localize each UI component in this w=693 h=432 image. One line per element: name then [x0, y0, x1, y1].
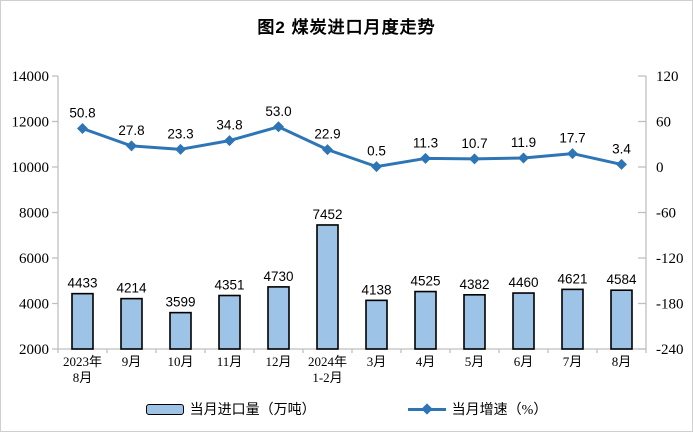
- left-axis-tick-label: 8000: [19, 206, 49, 222]
- line-value-label: 10.7: [461, 136, 487, 151]
- line-marker-diamond-icon: [371, 161, 382, 173]
- left-axis-tick-label: 2000: [19, 342, 49, 358]
- line-value-label: 27.8: [118, 123, 144, 138]
- bar: [169, 311, 192, 350]
- bar-value-label: 4730: [263, 269, 293, 284]
- legend: 当月进口量（万吨） 当月增速（%）: [1, 399, 692, 419]
- legend-item-imports: 当月进口量（万吨）: [145, 399, 316, 419]
- left-axis-tick-label: 6000: [19, 251, 49, 267]
- left-axis-tick-label: 12000: [12, 115, 50, 131]
- line-marker-diamond-icon: [175, 143, 186, 155]
- bar: [561, 288, 584, 350]
- bar-value-label: 4525: [410, 274, 440, 289]
- x-axis-label: 7月: [563, 354, 583, 369]
- bar: [610, 289, 633, 350]
- right-axis-tick-label: 60: [656, 115, 671, 131]
- bar: [71, 292, 94, 350]
- bar-value-label: 7452: [312, 207, 342, 222]
- x-axis-label: 9月: [122, 354, 142, 369]
- x-axis-label: 1-2月: [312, 370, 342, 385]
- bar-value-label: 4460: [508, 275, 538, 290]
- line-marker-diamond-icon: [567, 148, 578, 160]
- line-value-label: 11.3: [413, 135, 438, 150]
- left-axis-tick-label: 10000: [12, 160, 50, 176]
- right-axis-tick-label: -180: [656, 297, 684, 313]
- x-axis-label: 2023年: [63, 354, 102, 369]
- bar-value-label: 4214: [116, 281, 147, 296]
- line-value-label: 34.8: [216, 118, 242, 133]
- line-value-label: 50.8: [69, 105, 95, 120]
- right-axis-tick-label: -60: [656, 206, 676, 222]
- right-axis-tick-label: -120: [656, 251, 684, 267]
- line-value-label: 23.3: [167, 126, 193, 141]
- bar: [463, 294, 486, 350]
- legend-line-swatch-icon: [407, 402, 446, 415]
- line-marker-diamond-icon: [469, 153, 480, 165]
- x-axis-label: 11月: [217, 354, 243, 369]
- line-marker-diamond-icon: [322, 144, 333, 156]
- left-axis-tick-label: 14000: [12, 69, 50, 85]
- x-axis-label: 8月: [612, 354, 632, 369]
- line-value-label: 17.7: [559, 131, 585, 146]
- x-axis-label: 3月: [367, 354, 387, 369]
- bar-value-label: 4351: [214, 278, 244, 293]
- x-axis-label: 4月: [416, 354, 436, 369]
- line-marker-diamond-icon: [616, 158, 627, 170]
- right-axis-tick-label: 120: [656, 69, 679, 85]
- line-value-label: 22.9: [314, 127, 340, 142]
- bar: [120, 297, 143, 350]
- growth-line: [81, 125, 623, 169]
- bar-value-label: 4138: [361, 282, 391, 297]
- legend-diamond-marker-icon: [420, 402, 433, 415]
- legend-item-growth: 当月增速（%）: [407, 399, 548, 419]
- x-axis-label: 5月: [465, 354, 485, 369]
- legend-bar-swatch-icon: [145, 403, 184, 415]
- bar-value-label: 4382: [459, 277, 489, 292]
- chart-svg: 14000 12000 10000 8000 6000 4000 2000 120 60 0 -60…: [12, 69, 684, 385]
- right-axis-tick-label: -240: [656, 342, 684, 358]
- x-axis-label: 2024年: [308, 354, 347, 369]
- bar-value-label: 4433: [67, 276, 97, 291]
- line-value-label: 11.9: [511, 135, 536, 150]
- bar: [414, 290, 437, 350]
- line-value-label: 3.4: [612, 141, 631, 156]
- line-value-label: 53.0: [265, 104, 291, 119]
- line-marker-diamond-icon: [224, 135, 235, 147]
- bar-value-label: 4621: [557, 271, 587, 286]
- bar-value-label: 3599: [165, 295, 195, 310]
- legend-growth-label: 当月增速（%）: [451, 403, 548, 418]
- line-marker-diamond-icon: [77, 122, 88, 134]
- bar: [365, 299, 388, 350]
- line-marker-diamond-icon: [273, 121, 284, 133]
- legend-imports-label: 当月进口量（万吨）: [189, 403, 316, 418]
- bar-value-label: 4584: [606, 272, 637, 287]
- line-marker-diamond-icon: [518, 152, 529, 164]
- x-axis-label: 10月: [167, 354, 193, 369]
- chart-title: 图2 煤炭进口月度走势: [257, 18, 436, 37]
- bar: [316, 224, 339, 350]
- left-axis-tick-label: 4000: [19, 297, 49, 313]
- line-marker-diamond-icon: [126, 140, 137, 152]
- bar: [267, 286, 290, 350]
- x-axis-label: 6月: [514, 354, 534, 369]
- right-axis-tick-label: 0: [656, 160, 664, 176]
- bar: [512, 292, 535, 350]
- x-axis-label: 8月: [73, 370, 93, 385]
- x-axis-label: 12月: [265, 354, 291, 369]
- line-value-label: 0.5: [367, 144, 386, 159]
- bar: [218, 294, 241, 350]
- line-marker-diamond-icon: [420, 152, 431, 164]
